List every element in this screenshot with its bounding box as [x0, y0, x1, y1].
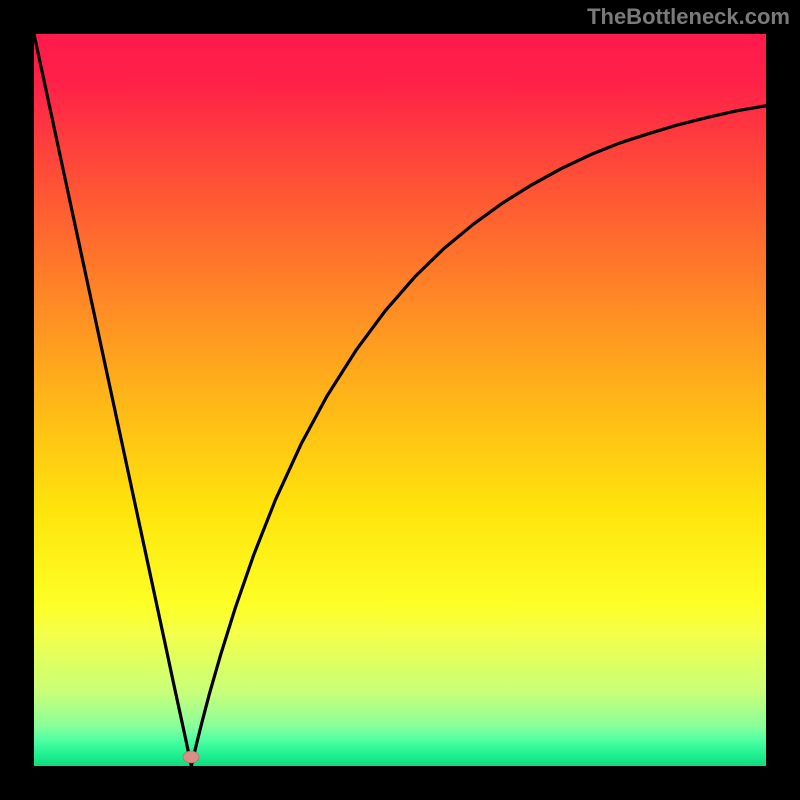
bottleneck-curve [34, 34, 766, 766]
watermark-text: TheBottleneck.com [587, 4, 790, 30]
minimum-marker [181, 749, 201, 765]
chart-stage: TheBottleneck.com [0, 0, 800, 800]
plot-area [34, 34, 766, 766]
